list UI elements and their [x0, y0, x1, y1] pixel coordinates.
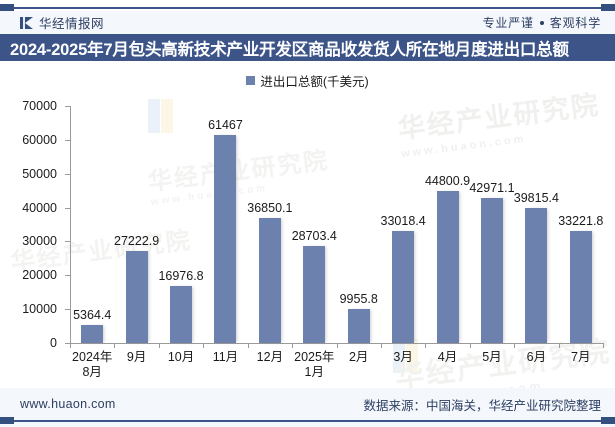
- footer-source: 数据来源：中国海关，华经产业研究院整理: [363, 398, 601, 413]
- x-axis-tick: [292, 343, 294, 348]
- bottom-divider: [0, 417, 615, 424]
- y-axis-tick: 50000: [22, 167, 70, 181]
- legend-label-series-0: 进出口总额(千美元): [260, 75, 369, 89]
- tagline-left: 专业严谨: [482, 16, 534, 30]
- bar-value-label: 39815.4: [513, 191, 559, 206]
- bar[interactable]: [436, 191, 459, 343]
- tagline-right: 客观科学: [549, 16, 601, 30]
- bar-value-label: 16976.8: [158, 268, 204, 283]
- bar[interactable]: [125, 250, 148, 343]
- chart-container: 华经产业研究院 www.huaon.com 华经产业研究院 www.huaon.…: [0, 61, 615, 410]
- top-divider: [0, 4, 615, 11]
- page-footer: www.huaon.com 数据来源：中国海关，华经产业研究院整理: [0, 388, 615, 427]
- x-axis-category-label: 10月: [167, 350, 195, 364]
- bar-value-label: 61467: [208, 117, 243, 132]
- y-axis-label: 10000: [22, 302, 57, 317]
- y-axis-tick: 10000: [22, 302, 70, 316]
- bar-value-label: 27222.9: [114, 233, 160, 248]
- x-axis-category-label: 12月: [256, 350, 284, 364]
- x-axis-tick: [603, 343, 604, 348]
- y-axis-tick: 30000: [22, 234, 70, 248]
- y-axis-label: 70000: [22, 99, 57, 113]
- bottom-divider-cap-left: [0, 417, 14, 424]
- page-header: 华经情报网 专业严谨 客观科学: [0, 11, 615, 34]
- x-axis-tick: [70, 343, 71, 348]
- page-title: 2024-2025年7月包头高新技术产业开发区商品收发货人所在地月度进出口总额: [10, 40, 569, 59]
- y-axis-line: [70, 106, 71, 343]
- footer-url[interactable]: www.huaon.com: [20, 397, 116, 411]
- x-axis-category-label: 5月: [482, 350, 502, 364]
- bar-value-label: 33018.4: [380, 214, 426, 229]
- y-axis-tick: 70000: [22, 99, 70, 113]
- x-axis-category-label: 2024年 8月: [72, 350, 113, 379]
- y-axis-label: 20000: [22, 268, 57, 283]
- x-axis-category-label: 9月: [126, 350, 147, 364]
- plot-area: 0 10000 20000 30000 40000 50000 60000 70000 5364…: [22, 99, 604, 379]
- x-axis-tick: [469, 343, 471, 348]
- bottom-divider-line: [0, 420, 615, 422]
- x-axis-tick: [158, 343, 160, 348]
- bullet-dot-icon: [539, 20, 544, 25]
- bar-value-label: 36850.1: [247, 201, 293, 216]
- bar-value-label: 9955.8: [339, 292, 378, 307]
- bar[interactable]: [258, 218, 281, 343]
- x-axis-category-label: 2025年 1月: [294, 350, 335, 379]
- top-divider-line: [0, 7, 615, 9]
- title-bar: 2024-2025年7月包头高新技术产业开发区商品收发货人所在地月度进出口总额: [0, 34, 615, 61]
- y-axis-label: 40000: [22, 200, 57, 215]
- bar[interactable]: [214, 134, 237, 343]
- huaon-logo-icon: [20, 16, 33, 29]
- y-axis-label: 60000: [22, 132, 57, 147]
- bar[interactable]: [392, 231, 415, 343]
- bar[interactable]: [569, 230, 592, 343]
- y-axis-tick: 60000: [22, 133, 70, 147]
- x-axis-category-label: 3月: [393, 350, 413, 364]
- x-axis-tick: [203, 343, 205, 348]
- bar[interactable]: [525, 208, 548, 343]
- x-axis-tick: [114, 343, 116, 348]
- bar-value-label: 33221.8: [558, 213, 604, 228]
- x-axis-category-label: 4月: [437, 350, 458, 364]
- bottom-divider-cap-right: [601, 417, 615, 424]
- x-axis-tick: [380, 343, 382, 348]
- brand-name: 华经情报网: [39, 17, 105, 31]
- y-axis-tick: 40000: [22, 201, 70, 215]
- top-divider-cap-left: [0, 4, 14, 11]
- chart-legend: 进出口总额(千美元): [0, 71, 615, 90]
- bar-value-label: 42971.1: [469, 180, 515, 195]
- y-axis-tick: 0: [50, 336, 70, 350]
- x-axis-category-label: 6月: [526, 350, 547, 364]
- x-axis-category-label: 7月: [571, 350, 591, 364]
- bar[interactable]: [81, 324, 104, 343]
- brand: 华经情报网: [20, 13, 104, 32]
- x-axis-tick: [336, 343, 338, 348]
- x-axis-tick: [558, 343, 560, 348]
- x-axis-category-label: 2月: [348, 350, 369, 364]
- bar-value-label: 44800.9: [424, 174, 471, 189]
- x-axis-category-label: 11月: [212, 350, 239, 364]
- y-axis-tick: 20000: [22, 268, 70, 282]
- x-axis-tick: [514, 343, 516, 348]
- y-axis-label: 30000: [22, 234, 57, 249]
- header-tagline: 专业严谨 客观科学: [483, 14, 601, 31]
- top-divider-cap-right: [601, 4, 615, 11]
- legend-swatch-series-0: [246, 76, 256, 85]
- x-axis-tick: [425, 343, 427, 348]
- bar-value-label: 5364.4: [73, 307, 112, 322]
- y-axis-label: 50000: [22, 166, 57, 181]
- bar[interactable]: [170, 285, 193, 343]
- y-axis-label: 0: [50, 336, 57, 350]
- bar[interactable]: [480, 197, 503, 343]
- bar-value-label: 28703.4: [291, 228, 337, 243]
- bar[interactable]: [347, 309, 370, 343]
- x-axis-tick: [247, 343, 249, 348]
- bar[interactable]: [303, 245, 326, 343]
